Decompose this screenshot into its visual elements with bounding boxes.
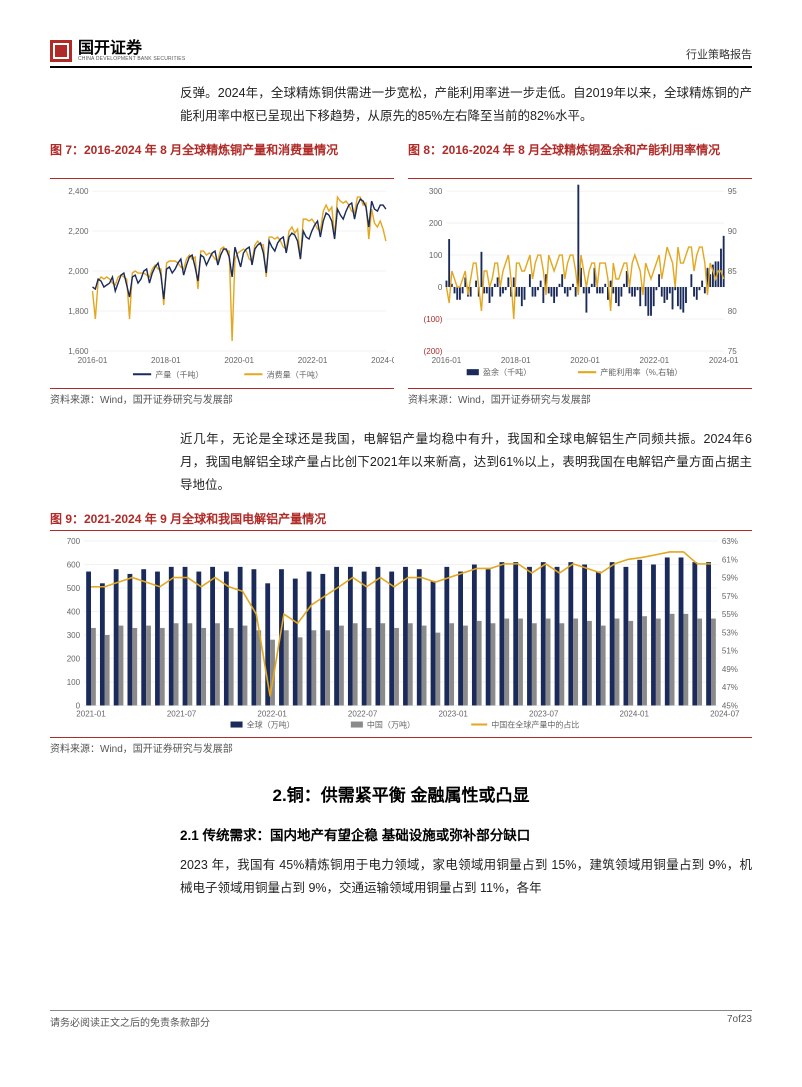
logo-en: CHINA DEVELOPMENT BANK SECURITIES: [78, 57, 185, 62]
svg-text:消费量（千吨）: 消费量（千吨）: [267, 370, 324, 380]
svg-text:全球（万吨）: 全球（万吨）: [247, 719, 295, 729]
svg-text:中国（万吨）: 中国（万吨）: [367, 719, 415, 729]
svg-text:500: 500: [67, 584, 81, 593]
svg-text:2022-01: 2022-01: [257, 709, 287, 718]
svg-text:51%: 51%: [722, 646, 738, 655]
svg-text:200: 200: [67, 654, 81, 663]
figure-8-chart: (200) (100) 0 100 200 300 75 80 85 90 95 2016-01 201…: [408, 183, 752, 385]
svg-text:100: 100: [67, 678, 81, 687]
svg-text:产量（千吨）: 产量（千吨）: [155, 370, 203, 380]
figure-7: 图 7：2016-2024 年 8 月全球精炼铜产量和消费量情况 1,6001,…: [50, 142, 394, 405]
section-2-1-heading: 2.1 传统需求：国内地产有望企稳 基础设施或弥补部分缺口: [180, 824, 752, 844]
svg-text:2023-01: 2023-01: [438, 709, 468, 718]
figure-9-chart: 010020030040050060070045%47%49%51%53%55%…: [50, 535, 752, 736]
svg-text:400: 400: [67, 607, 81, 616]
footer-page-num: 7of23: [727, 1014, 752, 1029]
svg-text:2,200: 2,200: [68, 227, 89, 236]
rule: [50, 178, 394, 179]
svg-text:2016-01: 2016-01: [432, 356, 462, 365]
svg-text:59%: 59%: [722, 573, 738, 582]
svg-text:2018-01: 2018-01: [151, 356, 181, 365]
svg-text:200: 200: [429, 219, 443, 228]
figure-8-title: 图 8：2016-2024 年 8 月全球精炼铜盈余和产能利用率情况: [408, 142, 752, 176]
svg-text:2024-01: 2024-01: [620, 709, 650, 718]
figure-9: 图 9：2021-2024 年 9 月全球和我国电解铝产量情况 01002003…: [50, 511, 752, 755]
page-footer: 请务必阅读正文之后的免责条款部分 7of23: [50, 1010, 752, 1029]
paragraph-2: 近几年，无论是全球还是我国，电解铝产量均稳中有升，我国和全球电解铝生产同频共振。…: [180, 428, 752, 497]
svg-text:700: 700: [67, 537, 81, 546]
svg-text:2024-01: 2024-01: [709, 356, 739, 365]
page: 国开证券 CHINA DEVELOPMENT BANK SECURITIES 行…: [0, 0, 802, 1047]
svg-text:75: 75: [728, 347, 737, 356]
svg-text:2022-01: 2022-01: [298, 356, 328, 365]
svg-text:2022-07: 2022-07: [348, 709, 378, 718]
svg-text:2,000: 2,000: [68, 267, 89, 276]
svg-text:2,400: 2,400: [68, 187, 89, 196]
logo: 国开证券 CHINA DEVELOPMENT BANK SECURITIES: [50, 40, 185, 62]
svg-text:中国在全球产量中的占比: 中国在全球产量中的占比: [491, 719, 579, 729]
svg-text:2016-01: 2016-01: [78, 356, 108, 365]
svg-text:85: 85: [728, 267, 737, 276]
paragraph-1: 反弹。2024年，全球精炼铜供需进一步宽松，产能利用率进一步走低。自2019年以…: [180, 82, 752, 128]
logo-mark: [50, 40, 72, 62]
svg-text:95: 95: [728, 187, 737, 196]
svg-text:57%: 57%: [722, 592, 738, 601]
svg-text:2022-01: 2022-01: [640, 356, 670, 365]
figure-9-title: 图 9：2021-2024 年 9 月全球和我国电解铝产量情况: [50, 511, 752, 528]
figure-9-source: 资料来源：Wind，国开证券研究与发展部: [50, 737, 752, 755]
svg-text:(100): (100): [424, 315, 443, 324]
svg-text:1,800: 1,800: [68, 307, 89, 316]
svg-text:55%: 55%: [722, 610, 738, 619]
header-category: 行业策略报告: [686, 46, 752, 62]
svg-text:1,600: 1,600: [68, 347, 89, 356]
svg-text:2023-07: 2023-07: [529, 709, 559, 718]
figure-7-title: 图 7：2016-2024 年 8 月全球精炼铜产量和消费量情况: [50, 142, 394, 176]
svg-text:100: 100: [429, 251, 443, 260]
svg-text:49%: 49%: [722, 665, 738, 674]
svg-text:2024-01: 2024-01: [371, 356, 394, 365]
svg-text:600: 600: [67, 560, 81, 569]
svg-text:53%: 53%: [722, 628, 738, 637]
paragraph-3: 2023 年，我国有 45%精炼铜用于电力领域，家电领域用铜量占到 15%，建筑…: [180, 854, 752, 900]
rule: [50, 530, 752, 531]
svg-text:47%: 47%: [722, 683, 738, 692]
figure-8: 图 8：2016-2024 年 8 月全球精炼铜盈余和产能利用率情况 (200)…: [408, 142, 752, 405]
svg-text:(200): (200): [424, 347, 443, 356]
figure-8-source: 资料来源：Wind，国开证券研究与发展部: [408, 388, 752, 406]
svg-text:300: 300: [429, 187, 443, 196]
svg-text:2018-01: 2018-01: [501, 356, 531, 365]
svg-text:产能利用率（%,右轴）: 产能利用率（%,右轴）: [600, 367, 682, 377]
logo-cn: 国开证券: [78, 41, 185, 57]
figure-7-chart: 1,600 1,800 2,000 2,200 2,400 2016-01 2018-01 2…: [50, 183, 394, 385]
svg-text:80: 80: [728, 307, 737, 316]
svg-text:300: 300: [67, 631, 81, 640]
svg-text:2021-07: 2021-07: [167, 709, 197, 718]
svg-text:0: 0: [438, 283, 443, 292]
svg-text:2024-07: 2024-07: [710, 709, 740, 718]
page-header: 国开证券 CHINA DEVELOPMENT BANK SECURITIES 行…: [50, 40, 752, 68]
figure-7-source: 资料来源：Wind，国开证券研究与发展部: [50, 388, 394, 406]
svg-text:盈余（千吨）: 盈余（千吨）: [483, 367, 531, 377]
figure-row-7-8: 图 7：2016-2024 年 8 月全球精炼铜产量和消费量情况 1,6001,…: [50, 142, 752, 405]
svg-text:63%: 63%: [722, 537, 738, 546]
section-2-heading: 2.铜：供需紧平衡 金融属性或凸显: [50, 781, 752, 806]
footer-disclaimer: 请务必阅读正文之后的免责条款部分: [50, 1014, 210, 1029]
rule: [408, 178, 752, 179]
svg-text:90: 90: [728, 227, 737, 236]
svg-text:2021-01: 2021-01: [76, 709, 106, 718]
svg-text:61%: 61%: [722, 555, 738, 564]
svg-text:2020-01: 2020-01: [570, 356, 600, 365]
svg-text:2020-01: 2020-01: [224, 356, 254, 365]
